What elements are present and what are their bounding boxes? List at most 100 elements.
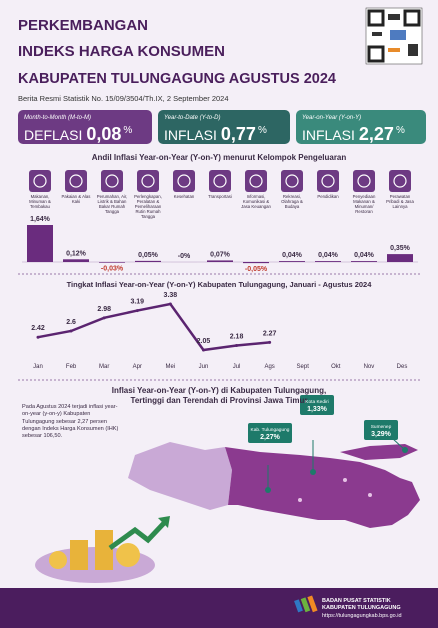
stat-word: INFLASI — [302, 127, 355, 143]
icon-glyph — [285, 174, 299, 188]
chart-title: Tingkat Inflasi Year-on-Year (Y-on-Y) Ka… — [67, 280, 373, 289]
bar — [207, 260, 233, 262]
value-label: 0,04% — [354, 252, 375, 259]
line — [37, 302, 270, 352]
point — [135, 309, 139, 313]
callout-name: Kab. Tulungagung — [251, 427, 290, 433]
icon-glyph — [393, 174, 407, 188]
x-tick-label: Jul — [233, 364, 241, 370]
value-label: 2.6 — [66, 319, 76, 326]
icon-glyph — [69, 174, 83, 188]
point — [36, 335, 40, 339]
bar — [279, 261, 305, 262]
icon-glyph — [177, 174, 191, 188]
icon-glyph — [141, 174, 155, 188]
category-icon — [29, 170, 51, 192]
coins-illustration — [35, 516, 170, 583]
point — [268, 340, 272, 344]
value-label: 3.38 — [164, 292, 178, 299]
bar — [243, 262, 269, 264]
category-label: Penyediaan Makanan & Minuman/ Restoran — [352, 194, 376, 214]
value-label: 2.27 — [263, 330, 277, 337]
category-icon — [65, 170, 87, 192]
bar — [135, 260, 161, 262]
callout-value: 3,29% — [371, 431, 392, 438]
value-label: 0,04% — [282, 252, 303, 259]
category-icon — [209, 170, 231, 192]
point — [69, 329, 73, 333]
x-tick-label: Des — [397, 364, 408, 370]
map — [128, 395, 420, 528]
value-label: -0,05% — [245, 266, 268, 273]
value-label: 0,07% — [210, 251, 231, 258]
stat-value: 2,27 — [359, 124, 394, 144]
stat-card — [18, 110, 152, 144]
value-label: 0,04% — [318, 252, 339, 259]
value-label: -0,03% — [101, 266, 124, 273]
value-label: 2.05 — [197, 338, 211, 345]
point — [102, 316, 106, 320]
stat-card — [158, 110, 290, 144]
category-label: Perumahan, Air, Listrik & Bahan Bakar Ru… — [96, 194, 128, 214]
x-tick-label: Jun — [199, 364, 209, 370]
bar — [27, 225, 53, 262]
map-title: Tertinggi dan Terendah di Provinsi Jawa … — [131, 396, 308, 405]
stat-word: INFLASI — [164, 127, 217, 143]
footer-band — [0, 588, 438, 628]
icon-glyph — [105, 174, 119, 188]
url: https://tulungagungkab.bps.go.id — [322, 613, 402, 619]
point — [168, 302, 172, 306]
x-tick-label: Mei — [166, 364, 176, 370]
value-label: 1,64% — [30, 216, 51, 223]
category-label: Kesehatan — [173, 194, 195, 199]
qr-code — [365, 7, 423, 65]
category-label: Perlengkapan, Peralatan & Pemeliharaan R… — [134, 194, 162, 219]
category-icon — [281, 170, 303, 192]
value-label: 0,35% — [390, 245, 411, 252]
stat-label: Year-to-Date (Y-to-D) — [164, 115, 220, 121]
category-label: Rekreasi, Olahraga & Budaya — [281, 194, 303, 209]
chart-title: Andil Inflasi Year-on-Year (Y-on-Y) menu… — [92, 153, 347, 162]
stat-label: Year-on-Year (Y-on-Y) — [302, 115, 361, 121]
icon-glyph — [213, 174, 227, 188]
icon-glyph — [321, 174, 335, 188]
x-tick-label: Ags — [264, 364, 274, 370]
point — [201, 348, 205, 352]
value-label: 2.18 — [230, 334, 244, 341]
category-icon — [173, 170, 195, 192]
icon-glyph — [249, 174, 263, 188]
map-title: Inflasi Year-on-Year (Y-on-Y) di Kabupat… — [112, 386, 326, 395]
x-tick-label: Sept — [297, 364, 310, 370]
category-label: Transportasi — [208, 194, 232, 199]
callout-name: Kota Kediri — [305, 399, 328, 405]
stat-label: Month-to-Month (M-to-M) — [24, 115, 91, 121]
value-label: 2.42 — [31, 325, 45, 332]
bar — [99, 262, 125, 263]
category-icon — [317, 170, 339, 192]
title-line: KABUPATEN TULUNGAGUNG AGUSTUS 2024 — [18, 71, 336, 87]
bar — [351, 261, 377, 262]
stat-unit: % — [396, 125, 405, 136]
stat-unit: % — [258, 125, 267, 136]
category-icon — [389, 170, 411, 192]
value-label: 0,12% — [66, 250, 87, 257]
category-label: Pakaian & Alas Kaki — [61, 194, 91, 204]
stat-word: DEFLASI — [24, 127, 82, 143]
stat-line: INFLASI 0,77% — [164, 124, 267, 144]
icon-glyph — [357, 174, 371, 188]
bar — [387, 254, 413, 262]
bar — [315, 261, 341, 262]
title-line: INDEKS HARGA KONSUMEN — [18, 43, 225, 60]
callout-value: 2,27% — [260, 434, 281, 441]
x-tick-label: Nov — [364, 364, 375, 370]
bps-logo — [294, 595, 318, 613]
stat-line: DEFLASI 0,08% — [24, 124, 132, 144]
org-line: BADAN PUSAT STATISTIK — [322, 598, 391, 604]
subtitle: Berita Resmi Statistik No. 15/09/3504/Th… — [18, 94, 229, 103]
stat-unit: % — [123, 125, 132, 136]
value-label: 2.98 — [97, 306, 111, 313]
value-label: -0% — [178, 253, 191, 260]
callout-name: Sumenep — [371, 424, 392, 430]
x-tick-label: Apr — [133, 364, 142, 370]
